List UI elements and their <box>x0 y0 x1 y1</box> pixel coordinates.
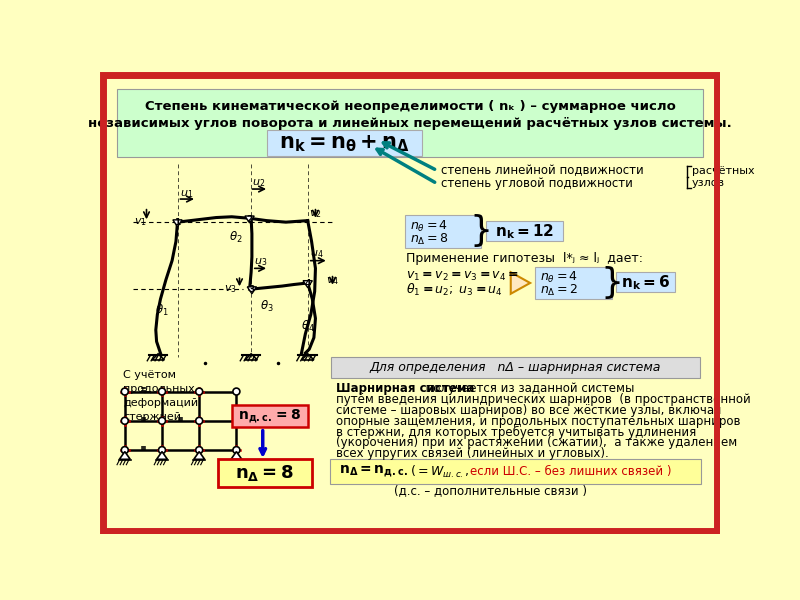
FancyBboxPatch shape <box>330 460 701 484</box>
Text: степень угловой подвижности: степень угловой подвижности <box>441 177 633 190</box>
Text: $\theta_1$: $\theta_1$ <box>155 303 169 318</box>
Text: $u_1$: $u_1$ <box>180 188 194 200</box>
Text: получается из заданной системы: получается из заданной системы <box>418 382 634 395</box>
Text: С учётом
продольных
деформаций
стержней: С учётом продольных деформаций стержней <box>123 370 198 422</box>
FancyBboxPatch shape <box>267 130 422 156</box>
Text: $\mathbf{n_\Delta = n_{д.с.}}$: $\mathbf{n_\Delta = n_{д.с.}}$ <box>338 464 408 479</box>
Text: $\boldsymbol{v_1 = v_2 = v_3 = v_4=}$: $\boldsymbol{v_1 = v_2 = v_3 = v_4=}$ <box>406 269 519 283</box>
Text: $\theta_2$: $\theta_2$ <box>229 230 242 245</box>
Text: }: } <box>469 214 492 248</box>
Circle shape <box>158 388 166 395</box>
Text: путём введения цилиндрических шарниров  (в пространственной: путём введения цилиндрических шарниров (… <box>336 393 751 406</box>
Text: $v_1$: $v_1$ <box>134 216 146 228</box>
Text: всех упругих связей (линейных и угловых).: всех упругих связей (линейных и угловых)… <box>336 447 609 460</box>
Polygon shape <box>247 287 257 294</box>
Polygon shape <box>119 452 130 460</box>
Text: Шарнирная система: Шарнирная система <box>336 382 475 395</box>
Text: 3: 3 <box>249 286 255 295</box>
Text: $n_\Delta = 2$: $n_\Delta = 2$ <box>540 283 578 298</box>
Text: $( = W_{ш.с.},$: $( = W_{ш.с.},$ <box>410 464 470 479</box>
Text: (укорочения) при их растяжении (сжатии),  а также удалением: (укорочения) при их растяжении (сжатии),… <box>336 436 738 449</box>
Circle shape <box>122 418 128 424</box>
Text: в стержни, для которых требуется учитывать удлинения: в стержни, для которых требуется учитыва… <box>336 425 697 439</box>
Text: системе – шаровых шарниров) во все жёсткие узлы, включая: системе – шаровых шарниров) во все жёстк… <box>336 404 722 417</box>
Circle shape <box>196 418 202 424</box>
Text: $\mathbf{n_k = 6}$: $\mathbf{n_k = 6}$ <box>621 273 670 292</box>
Text: расчётных
узлов: расчётных узлов <box>692 166 754 188</box>
Text: $\mathbf{n_\Delta = 8}$: $\mathbf{n_\Delta = 8}$ <box>235 463 294 483</box>
FancyBboxPatch shape <box>405 215 482 248</box>
Polygon shape <box>173 220 182 227</box>
Polygon shape <box>510 272 530 294</box>
Text: $u_2$: $u_2$ <box>252 177 266 189</box>
Polygon shape <box>157 452 167 460</box>
Polygon shape <box>231 452 242 460</box>
Text: $\boldsymbol{\theta_1 = u_2 ;\; u_3 = u_4}$: $\boldsymbol{\theta_1 = u_2 ;\; u_3 = u_… <box>406 282 503 298</box>
Circle shape <box>122 446 128 454</box>
FancyBboxPatch shape <box>486 221 562 241</box>
Text: $n_\theta = 4$: $n_\theta = 4$ <box>540 270 578 285</box>
Text: 1: 1 <box>174 218 181 227</box>
Circle shape <box>158 418 166 424</box>
Text: $\mathbf{n_{д.с.} = 8}$: $\mathbf{n_{д.с.} = 8}$ <box>238 407 302 425</box>
Text: $v_3$: $v_3$ <box>224 283 237 295</box>
Text: $\theta_4$: $\theta_4$ <box>301 319 314 334</box>
Text: $\mathbf{n_k = n_\theta + n_\Delta}$: $\mathbf{n_k = n_\theta + n_\Delta}$ <box>278 133 410 154</box>
Circle shape <box>158 446 166 454</box>
Circle shape <box>233 388 240 395</box>
Text: $\theta_3$: $\theta_3$ <box>260 299 274 314</box>
FancyBboxPatch shape <box>117 89 703 157</box>
Text: $u_3$: $u_3$ <box>254 256 267 268</box>
Text: степень линейной подвижности: степень линейной подвижности <box>441 164 644 177</box>
FancyBboxPatch shape <box>331 357 700 379</box>
Text: $v_2$: $v_2$ <box>309 209 322 220</box>
Text: $u_4$: $u_4$ <box>310 248 324 260</box>
Text: $v_4$: $v_4$ <box>326 275 339 287</box>
Text: $\mathbf{n_k = 12}$: $\mathbf{n_k = 12}$ <box>495 222 554 241</box>
Text: если Ш.С. – без лишних связей ): если Ш.С. – без лишних связей ) <box>470 465 672 478</box>
Text: Для определения   nΔ – шарнирная система: Для определения nΔ – шарнирная система <box>370 361 661 374</box>
Text: Применение гипотезы  l*ⱼ ≈ lⱼ  дает:: Применение гипотезы l*ⱼ ≈ lⱼ дает: <box>406 252 643 265</box>
Text: 4: 4 <box>305 279 311 288</box>
Text: опорные защемления, и продольных поступательных шарниров: опорные защемления, и продольных поступа… <box>336 415 741 428</box>
Text: Степень кинематической неопределимости ( nₖ ) – суммарное число: Степень кинематической неопределимости (… <box>145 100 675 113</box>
Text: }: } <box>600 266 623 300</box>
Circle shape <box>233 418 240 424</box>
Circle shape <box>196 446 202 454</box>
FancyBboxPatch shape <box>616 272 675 292</box>
Text: $n_\Delta = 8$: $n_\Delta = 8$ <box>410 232 449 247</box>
Circle shape <box>233 446 240 454</box>
Polygon shape <box>245 216 254 223</box>
Text: (д.с. – дополнительные связи ): (д.с. – дополнительные связи ) <box>394 484 587 497</box>
FancyBboxPatch shape <box>534 267 611 299</box>
Circle shape <box>196 388 202 395</box>
Text: 2: 2 <box>246 215 253 224</box>
FancyBboxPatch shape <box>218 460 311 487</box>
FancyBboxPatch shape <box>232 406 309 427</box>
Text: $n_\theta = 4$: $n_\theta = 4$ <box>410 219 448 235</box>
Circle shape <box>122 388 128 395</box>
Polygon shape <box>194 452 205 460</box>
Text: независимых углов поворота и линейных перемещений расчётных узлов системы.: независимых углов поворота и линейных пе… <box>88 117 732 130</box>
Polygon shape <box>303 281 312 287</box>
